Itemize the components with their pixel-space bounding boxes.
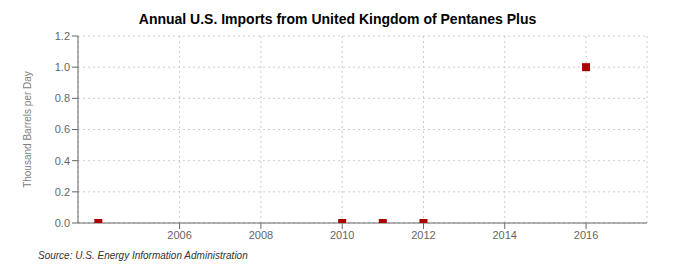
html-text:Annual U.S. Imports from Unite: Annual U.S. Imports from United Kingdom …: [138, 11, 537, 27]
svg-text:2012: 2012: [411, 229, 435, 241]
svg-text:Thousand Barrels per Day: Thousand Barrels per Day: [22, 71, 33, 188]
html-text:Source: U.S. Energy Informatio: Source: U.S. Energy Information Administ…: [38, 250, 248, 261]
svg-text:2006: 2006: [167, 229, 191, 241]
svg-text:2016: 2016: [574, 229, 598, 241]
svg-text:2008: 2008: [249, 229, 273, 241]
svg-text:1.2: 1.2: [55, 30, 70, 42]
svg-text:0.8: 0.8: [55, 92, 70, 104]
svg-text:2014: 2014: [493, 229, 517, 241]
svg-text:0.2: 0.2: [55, 186, 70, 198]
svg-text:1.0: 1.0: [55, 61, 70, 73]
svg-text:0.0: 0.0: [55, 217, 70, 229]
svg-text:2010: 2010: [330, 229, 354, 241]
svg-text:0.6: 0.6: [55, 123, 70, 135]
svg-text:0.4: 0.4: [55, 155, 70, 167]
